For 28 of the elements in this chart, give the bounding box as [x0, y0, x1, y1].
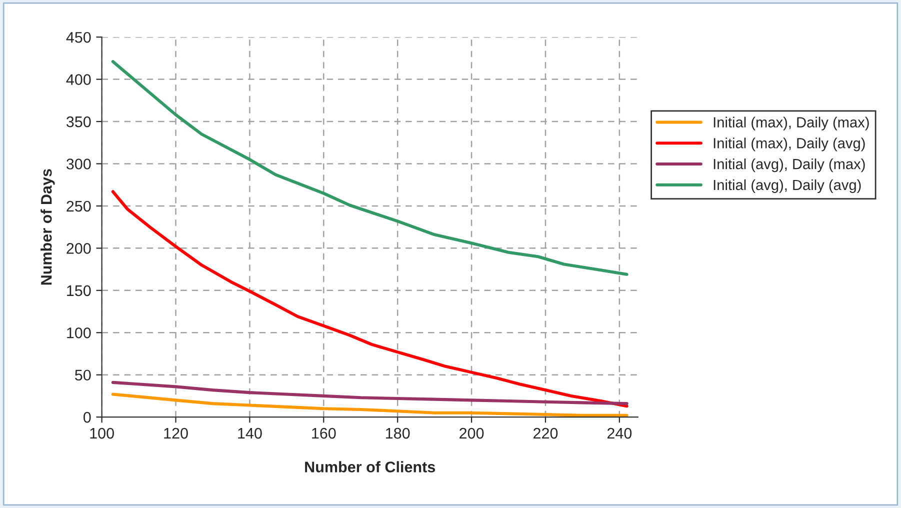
x-tick-label: 120 [164, 428, 188, 439]
y-tick-label: 200 [66, 243, 91, 254]
legend-label: Initial (max), Daily (avg) [714, 138, 865, 152]
line-series [111, 392, 628, 417]
x-tick-label: 160 [312, 428, 336, 439]
x-tick-label: 200 [460, 428, 484, 439]
x-tick-label: 240 [607, 428, 632, 439]
line-series [111, 190, 628, 408]
x-tick-label: 100 [90, 428, 114, 439]
y-axis-title: Number of Days [40, 169, 55, 285]
x-tick-label: 180 [386, 428, 410, 439]
y-tick-label: 450 [66, 32, 91, 43]
legend-label: Initial (max), Daily (max) [714, 116, 869, 130]
y-tick-label: 50 [75, 370, 91, 381]
y-tick-label: 150 [67, 285, 91, 296]
x-tick-label: 140 [238, 428, 262, 439]
line-series [111, 60, 628, 276]
legend-label: Initial (avg), Daily (max) [714, 158, 865, 172]
legend-label: Initial (avg), Daily (avg) [714, 179, 861, 194]
x-tick-label: 220 [534, 428, 558, 439]
y-tick-label: 350 [66, 116, 91, 128]
y-tick-label: 0 [83, 412, 91, 423]
y-tick-label: 300 [66, 158, 91, 170]
line-series [111, 380, 628, 406]
y-tick-label: 100 [67, 327, 91, 338]
y-tick-label: 400 [66, 74, 91, 85]
x-axis-title: Number of Clients [305, 461, 436, 472]
y-tick-label: 250 [66, 200, 91, 212]
